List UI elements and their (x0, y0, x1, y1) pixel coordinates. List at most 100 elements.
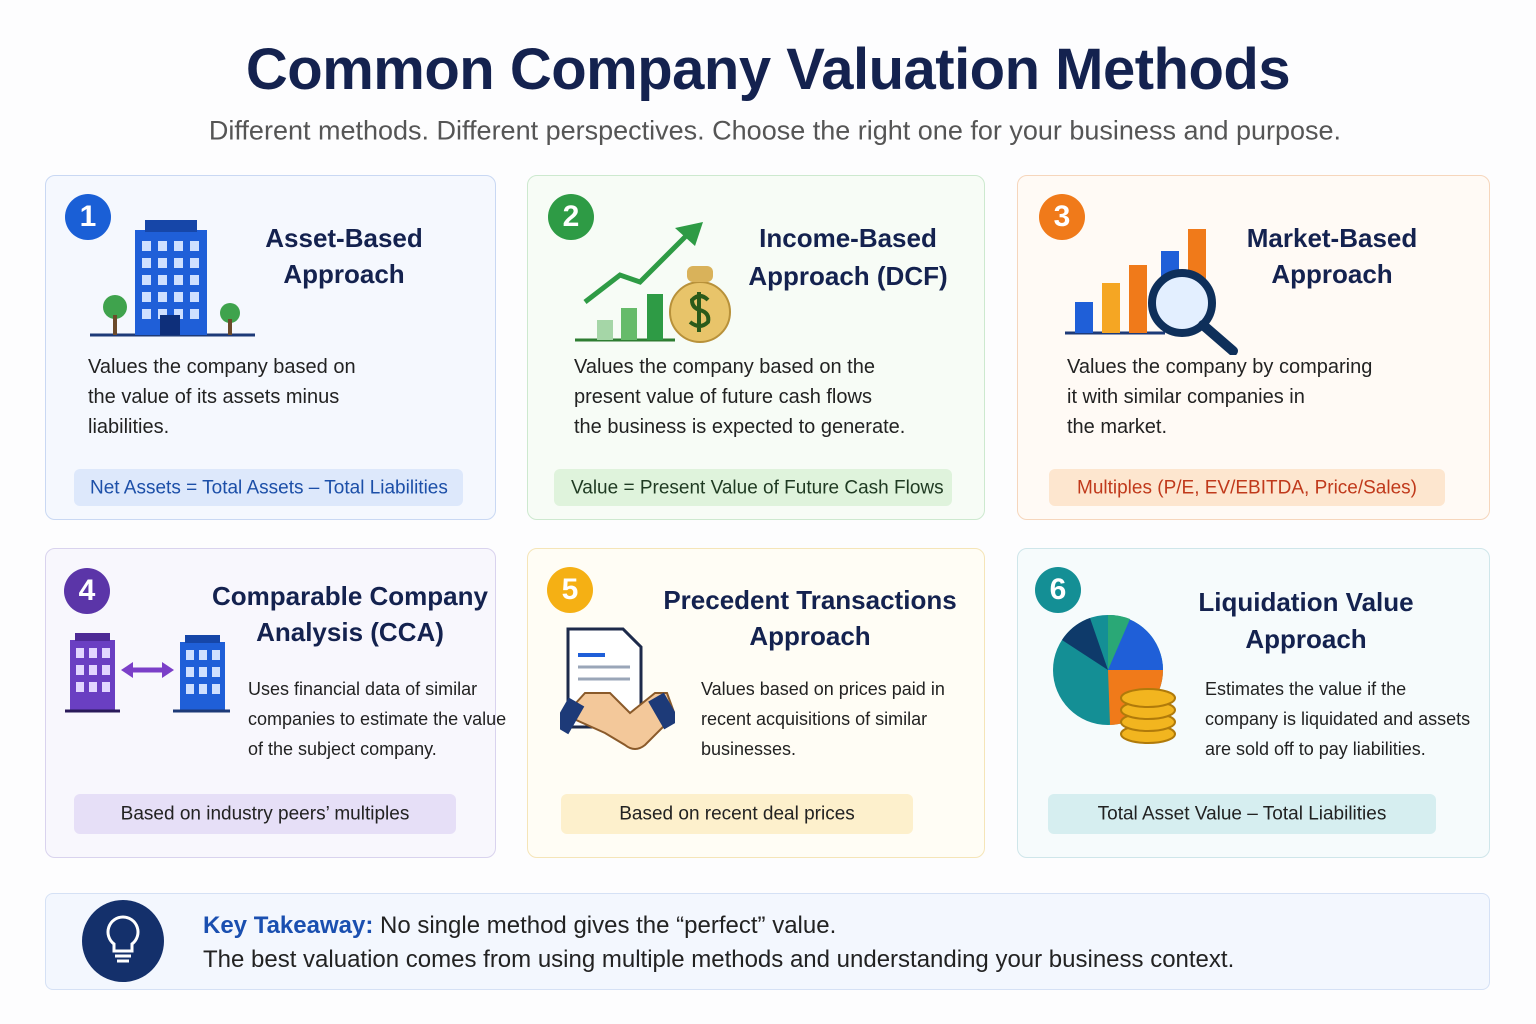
icon-shape (186, 667, 194, 677)
card-description: Values based on prices paid in (701, 679, 945, 699)
icon-shape (675, 222, 703, 246)
card-description: Estimates the value if the (1205, 679, 1407, 699)
icon-shape (1198, 320, 1238, 355)
icon-shape (220, 303, 240, 323)
icon-shape (621, 308, 637, 340)
formula-box (554, 469, 952, 506)
card-description: recent acquisitions of similar (701, 709, 928, 729)
icon-shape (142, 309, 151, 319)
formula-text: Based on industry peers’ multiples (120, 803, 410, 825)
page-title: Common Company Valuation Methods (245, 37, 1291, 102)
icon-shape (174, 292, 183, 302)
icon-shape (190, 241, 199, 251)
icon-shape (648, 692, 675, 730)
icon-shape (76, 648, 84, 658)
icon-shape (174, 275, 183, 285)
card-description: liabilities. (88, 416, 170, 438)
formula-text: Total Asset Value – Total Liabilities (1097, 803, 1387, 825)
card-description: of the subject company. (248, 739, 437, 759)
number-badge: 4 (64, 568, 110, 614)
icon-shape (102, 682, 110, 692)
icon-shape (89, 682, 97, 692)
icon-shape (158, 275, 167, 285)
icon-shape (560, 697, 585, 735)
card-description: Uses financial data of similar (248, 679, 478, 699)
icon-shape (160, 315, 180, 335)
formula-text: Value = Present Value of Future Cash Flo… (571, 477, 944, 498)
icon-shape (174, 258, 183, 268)
card-description: company is liquidated and assets (1205, 709, 1471, 729)
icon-shape (1075, 302, 1093, 333)
icon-shape (199, 684, 207, 694)
icon-shape (142, 241, 151, 251)
formula-box (561, 794, 913, 834)
icon-shape (1108, 614, 1130, 670)
number-badge: 5 (547, 567, 593, 613)
icon-shape (1102, 283, 1120, 333)
number-badge: 1 (65, 194, 111, 240)
formula-box (74, 469, 463, 506)
card-title: Liquidation Value (1198, 587, 1414, 617)
card-description: present value of future cash flows (574, 386, 872, 408)
formula-text: Based on recent deal prices (619, 803, 855, 825)
icon-shape (142, 292, 151, 302)
icon-shape (687, 266, 713, 282)
icon-shape (199, 667, 207, 677)
icon-shape (190, 309, 199, 319)
card-title: Approach (1271, 259, 1393, 289)
card-description: Values the company based on (88, 356, 356, 378)
card-icon (90, 220, 255, 337)
icon-shape (102, 665, 110, 675)
card-description: Values the company by comparing (1067, 356, 1373, 378)
icon-shape (103, 295, 127, 319)
icon-shape (158, 309, 167, 319)
card-title: Approach (DCF) (748, 261, 948, 291)
icon-shape (190, 258, 199, 268)
card-title: Analysis (CCA) (256, 617, 444, 647)
icon-shape (162, 662, 174, 678)
icon-shape (212, 650, 220, 660)
icon-shape (145, 220, 197, 232)
icon-circle (82, 900, 164, 982)
card (1017, 175, 1490, 520)
card-icon (1065, 229, 1238, 355)
formula-box (1049, 469, 1445, 506)
icon-shape (76, 682, 84, 692)
formula-text: Multiples (P/E, EV/EBITDA, Price/Sales) (1077, 477, 1417, 498)
card-title: Precedent Transactions (663, 585, 957, 615)
icon-shape (688, 292, 711, 332)
icon-shape (186, 650, 194, 660)
icon-shape (1188, 229, 1206, 279)
card-description: the market. (1067, 416, 1168, 438)
icon-shape (185, 635, 220, 643)
takeaway-icon (82, 900, 164, 982)
formula-box (1048, 794, 1436, 834)
icon-shape (1062, 618, 1108, 670)
card-title: Approach (749, 621, 871, 651)
icon-shape (89, 665, 97, 675)
card-title: Income-Based (759, 223, 937, 253)
icon-shape (1120, 688, 1176, 708)
card-title: Asset-Based (265, 223, 423, 253)
number-badge: 3 (1039, 194, 1085, 240)
takeaway-box (45, 893, 1490, 990)
icon-shape (583, 230, 692, 304)
icon-shape (142, 275, 151, 285)
formula-text: Net Assets = Total Assets – Total Liabil… (90, 477, 448, 498)
icon-shape (174, 309, 183, 319)
icon-shape (212, 684, 220, 694)
icon-shape (199, 650, 207, 660)
icon-shape (563, 692, 675, 750)
icon-shape (228, 319, 232, 335)
card-description: the business is expected to generate. (574, 416, 906, 438)
icon-shape (158, 292, 167, 302)
icon-shape (1129, 265, 1147, 333)
card-description: the value of its assets minus (88, 386, 340, 408)
icon-shape (597, 320, 613, 340)
card (45, 175, 496, 520)
icon-shape (647, 294, 663, 340)
card-description: it with similar companies in (1067, 386, 1305, 408)
card-icon (575, 222, 731, 343)
card-description: Values the company based on the (574, 356, 875, 378)
